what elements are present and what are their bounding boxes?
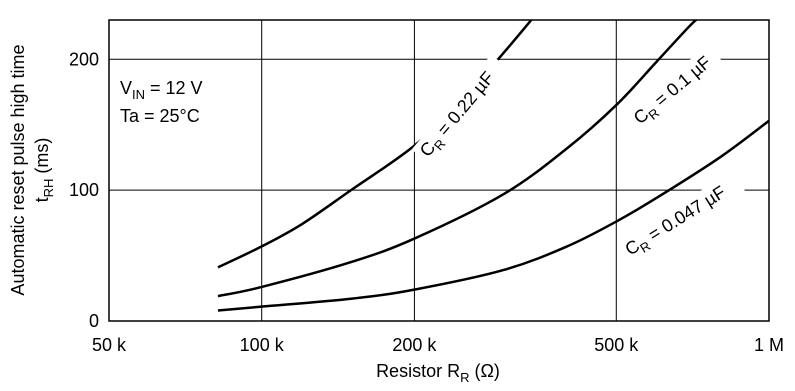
y-axis-label: Automatic reset pulse high time	[8, 44, 28, 295]
svg-text:CR = 0.22 µF: CR = 0.22 µF	[416, 68, 501, 163]
y-axis-symbol: tRH (ms)	[32, 138, 56, 203]
plot-frame	[108, 19, 770, 322]
x-tick-label: 50 k	[92, 335, 127, 355]
series-label-0.1uF: CR = 0.1 µF	[625, 44, 724, 133]
y-tick-label: 100	[69, 180, 99, 200]
x-tick-label: 200 k	[392, 335, 437, 355]
grid-lines	[109, 20, 769, 321]
x-tick-label: 1 M	[754, 335, 784, 355]
series-label-0.047uF: CR = 0.047 µF	[617, 170, 746, 264]
y-tick-label: 200	[69, 49, 99, 69]
svg-text:CR = 0.047 µF: CR = 0.047 µF	[622, 182, 732, 263]
x-tick-labels: 50 k 100 k 200 k 500 k 1 M	[92, 335, 784, 355]
x-tick-label: 100 k	[240, 335, 285, 355]
svg-text:CR = 0.1 µF: CR = 0.1 µF	[630, 52, 718, 131]
condition-vin: VIN = 12 V	[120, 78, 203, 102]
condition-ta: Ta = 25°C	[120, 106, 200, 126]
conditions-box: VIN = 12 V Ta = 25°C	[116, 70, 246, 128]
series-label-0.22uF: CR = 0.22 µF	[411, 54, 510, 165]
y-tick-label: 0	[89, 311, 99, 331]
series-line-1	[217, 20, 698, 298]
x-axis-label: Resistor RR (Ω)	[376, 361, 500, 385]
y-axis-label-line1: Automatic reset pulse high time	[8, 44, 28, 295]
x-tick-label: 500 k	[594, 335, 639, 355]
series-line-0	[217, 20, 533, 269]
series-line-2	[217, 119, 769, 312]
curves	[217, 20, 769, 312]
y-axis-label-line2: tRH (ms)	[32, 138, 56, 203]
y-tick-labels: 0 100 200	[69, 49, 99, 331]
